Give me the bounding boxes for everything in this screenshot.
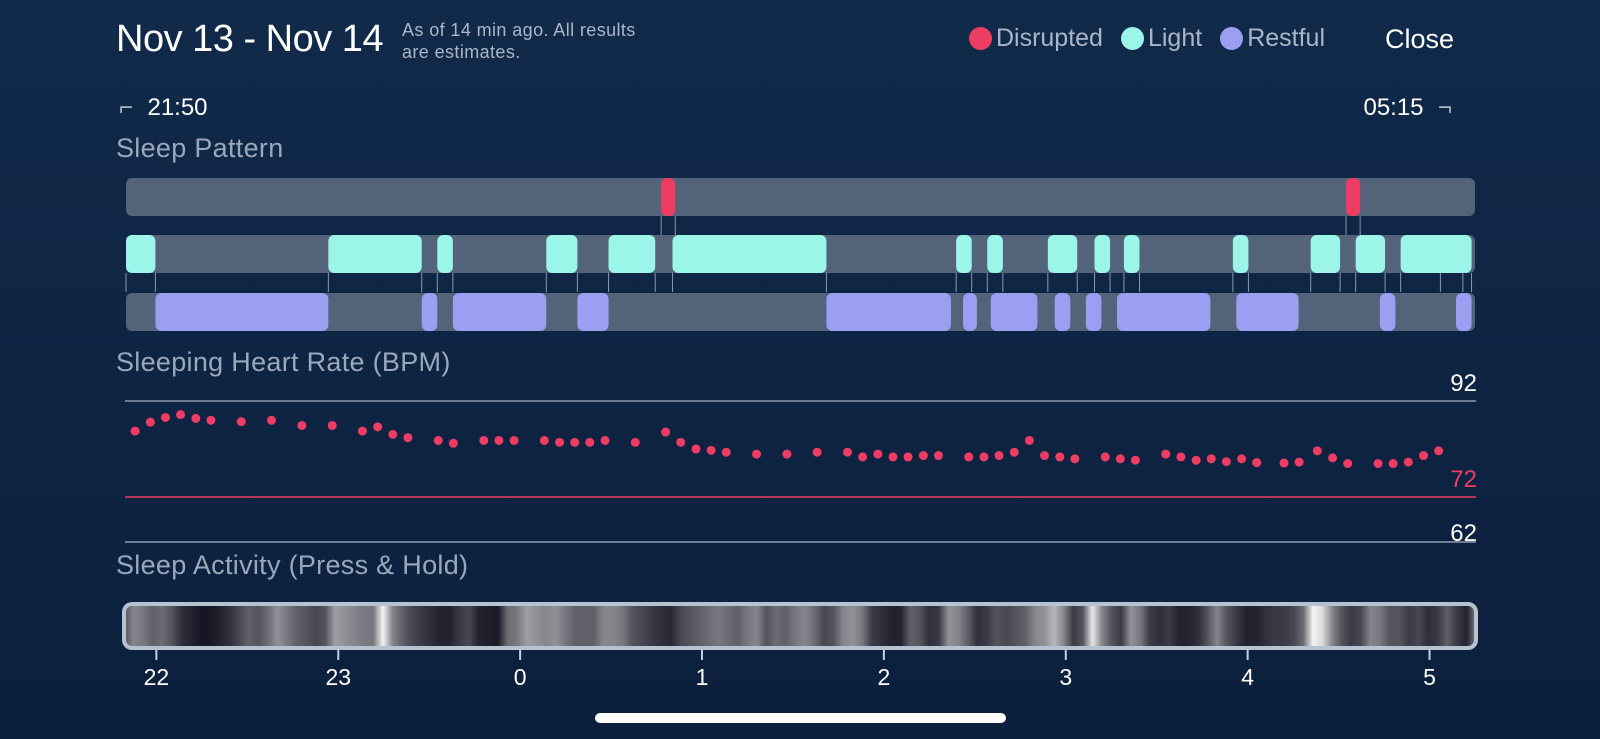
restful-segment bbox=[155, 293, 329, 331]
disrupted-track bbox=[126, 178, 1475, 216]
restful-segment bbox=[1085, 293, 1102, 331]
restful-segment bbox=[1455, 293, 1472, 331]
pattern-connectors bbox=[125, 216, 1473, 292]
light-segments bbox=[126, 235, 1472, 273]
sleep-pattern-title: Sleep Pattern bbox=[116, 133, 284, 163]
restful-segment bbox=[421, 293, 438, 331]
legend-disrupted-label: Disrupted bbox=[995, 24, 1103, 52]
light-segment bbox=[437, 235, 453, 273]
light-segment bbox=[987, 235, 1003, 273]
light-segment bbox=[126, 235, 156, 273]
light-segment bbox=[1094, 235, 1111, 273]
restful-segment bbox=[826, 293, 951, 331]
light-segment bbox=[1123, 235, 1140, 273]
timeline-start: ⌐ 21:50 bbox=[119, 94, 208, 122]
end-bracket-icon: ¬ bbox=[1437, 94, 1452, 121]
legend-light-label: Light bbox=[1147, 24, 1203, 52]
light-segment bbox=[1047, 235, 1078, 273]
end-time: 05:15 bbox=[1363, 94, 1424, 121]
restful-segment bbox=[1379, 293, 1396, 331]
restful-segment bbox=[963, 293, 977, 331]
legend-restful-label: Restful bbox=[1247, 24, 1325, 52]
start-bracket-icon: ⌐ bbox=[119, 94, 134, 121]
light-dot-icon bbox=[1120, 27, 1144, 50]
light-segment bbox=[956, 235, 972, 273]
light-segment bbox=[672, 235, 827, 273]
legend-disrupted: Disrupted bbox=[968, 24, 1103, 53]
legend: Disrupted Light Restful bbox=[951, 24, 1455, 53]
disrupted-segments bbox=[661, 178, 1361, 216]
timeline-end: 05:15 ¬ bbox=[1363, 94, 1452, 122]
restful-segment bbox=[577, 293, 609, 331]
light-segment bbox=[328, 235, 422, 273]
restful-segment bbox=[1116, 293, 1211, 331]
light-segment bbox=[1440, 235, 1472, 273]
estimate-note-line2: are estimates. bbox=[402, 42, 521, 62]
estimate-note: As of 14 min ago. All results are estima… bbox=[402, 19, 702, 63]
restful-dot-icon bbox=[1220, 27, 1244, 50]
light-segment bbox=[608, 235, 656, 273]
light-segment bbox=[1355, 235, 1386, 273]
sleep-activity-title: Sleep Activity (Press & Hold) bbox=[116, 550, 469, 580]
restful-segment bbox=[452, 293, 547, 331]
restful-segments bbox=[155, 293, 1472, 331]
home-indicator[interactable] bbox=[595, 713, 1006, 723]
disrupted-dot-icon bbox=[968, 27, 992, 50]
disrupted-segment bbox=[1346, 178, 1361, 216]
estimate-note-line1: As of 14 min ago. All results bbox=[402, 20, 636, 40]
legend-restful: Restful bbox=[1220, 24, 1325, 53]
restful-segment bbox=[990, 293, 1038, 331]
disrupted-segment bbox=[661, 178, 676, 216]
restful-segment bbox=[1054, 293, 1071, 331]
light-segment bbox=[546, 235, 578, 273]
close-button[interactable]: Close bbox=[1384, 24, 1454, 54]
light-segment bbox=[1310, 235, 1341, 273]
legend-light: Light bbox=[1120, 24, 1203, 53]
restful-segment bbox=[1236, 293, 1299, 331]
date-range-title: Nov 13 - Nov 14 bbox=[116, 18, 384, 60]
heart-rate-title: Sleeping Heart Rate (BPM) bbox=[116, 347, 451, 377]
start-time: 21:50 bbox=[147, 94, 208, 121]
light-segment bbox=[1232, 235, 1249, 273]
